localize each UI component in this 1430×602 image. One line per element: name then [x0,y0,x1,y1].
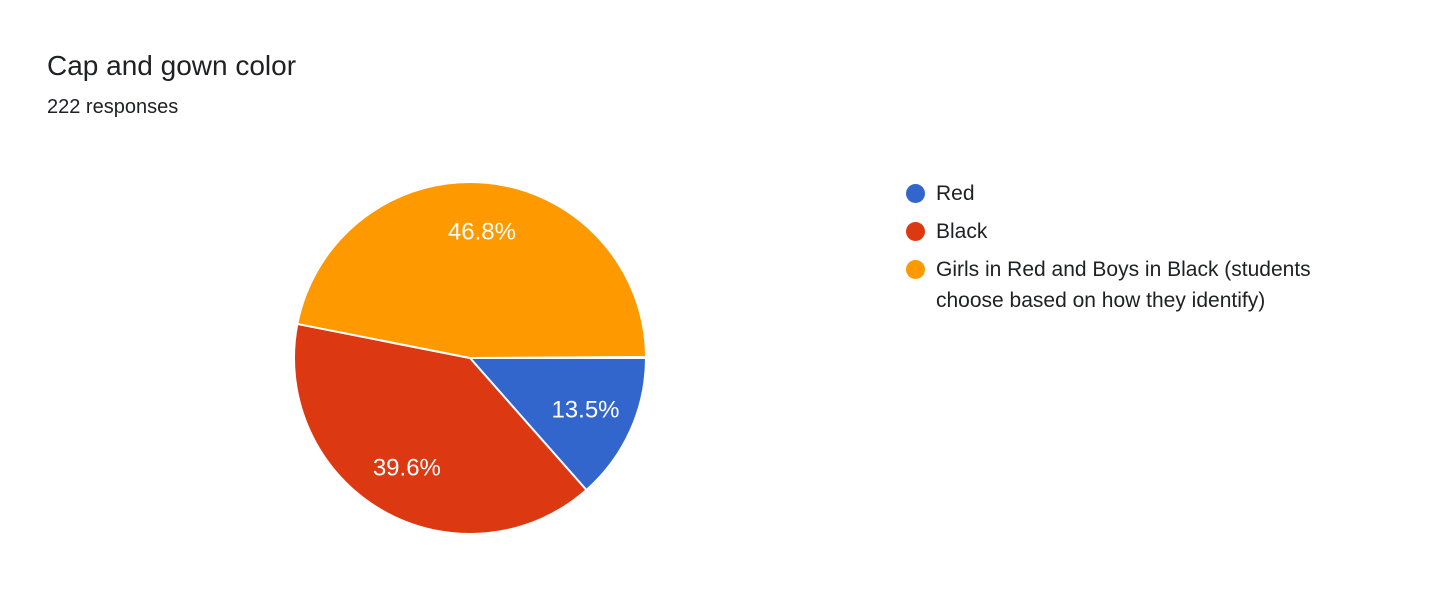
pie-chart[interactable]: 13.5% 39.6% 46.8% [290,178,650,538]
pie-slice-0[interactable] [469,357,647,492]
legend-label: Girls in Red and Boys in Black (students… [936,258,1311,312]
legend-swatch-icon [906,184,925,203]
response-count: 222 responses [47,96,179,118]
slice-percent-label: 13.5% [551,397,619,424]
legend-item-2: Girls in Red and Boys in Black (students… [906,254,1386,316]
chart-title: Cap and gown color [47,50,297,81]
pie-slice-1[interactable] [293,322,588,535]
chart-legend: Red Black Girls in Red and Boys in Black (… [906,178,1386,316]
slice-percent-label: 46.8% [448,218,516,245]
pie-slice-2[interactable] [296,180,647,359]
legend-item-0: Red [906,178,1386,209]
legend-label: Red [936,182,975,205]
slice-percent-label: 39.6% [373,454,441,481]
legend-label: Black [936,220,988,243]
legend-item-1: Black [906,216,1386,247]
legend-swatch-icon [906,222,925,241]
legend-swatch-icon [906,260,925,279]
